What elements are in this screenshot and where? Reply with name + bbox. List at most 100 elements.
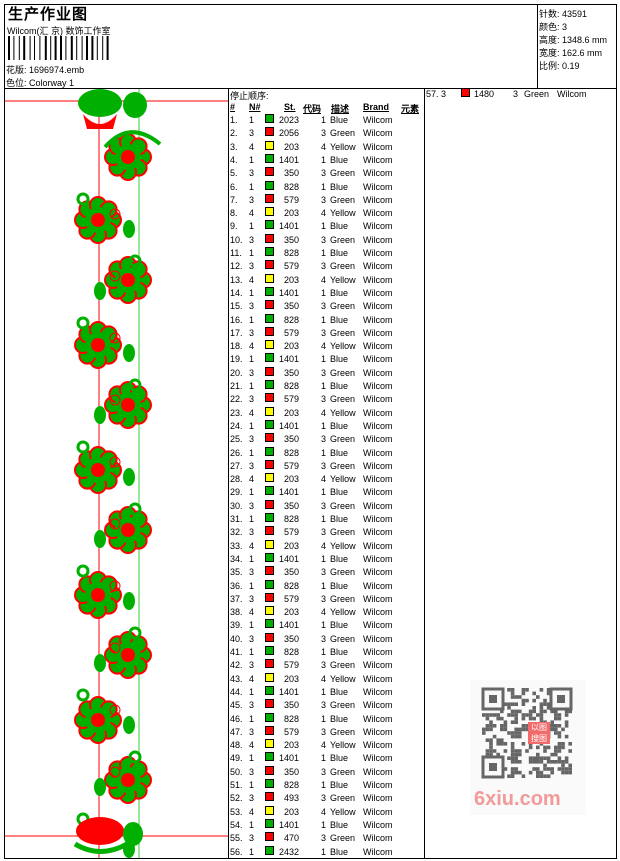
color-swatch (265, 180, 274, 190)
row-index: 35. (230, 567, 243, 578)
barcode-bar (18, 36, 20, 60)
row-brand: Wilcom (363, 593, 393, 604)
row-description: Blue (330, 248, 349, 258)
flower-motif (74, 696, 122, 744)
color-swatch (265, 247, 274, 256)
row-brand: Wilcom (363, 434, 393, 445)
watermark-text: 6xiu.com (474, 788, 561, 810)
flower-motif (74, 196, 122, 244)
table-row: 46. 1 828 1 Blue Wilcom (229, 712, 424, 726)
row-needle: 1 (249, 647, 255, 657)
table-row: 11. 1 828 1 Blue Wilcom (229, 247, 424, 260)
barcode-bar (23, 36, 26, 60)
row-needle: 4 (249, 474, 255, 485)
color-swatch (265, 513, 274, 522)
row-stitches: 203 (283, 274, 299, 285)
row-description: Green (330, 567, 356, 578)
row-stitches: 579 (283, 726, 299, 737)
color-swatch (265, 419, 274, 429)
row-brand: Wilcom (363, 540, 393, 551)
stop-sequence-caption: 停止顺序: (230, 91, 269, 101)
row-needle: 1 (249, 115, 255, 125)
barcode-bar (8, 36, 10, 60)
row-index: 54. (230, 819, 243, 830)
row-code: 3 (320, 434, 326, 445)
row-needle: 4 (249, 673, 255, 684)
row-needle: 4 (249, 274, 255, 285)
row-stitches: 828 (283, 713, 299, 724)
table-row: 14. 1 1401 1 Blue Wilcom (229, 286, 424, 300)
table-row: 49. 1 1401 1 Blue Wilcom (229, 752, 424, 765)
flower-motif (104, 133, 152, 181)
row-stitches: 470 (283, 833, 299, 844)
row-description: Yellow (330, 474, 356, 485)
row-description: Yellow (330, 740, 356, 751)
row-stitches: 1401 (278, 287, 299, 298)
row-brand: Wilcom (363, 567, 393, 578)
row-needle: 3 (249, 234, 255, 245)
table-row: 4. 1 1401 1 Blue Wilcom (229, 153, 424, 167)
color-swatch (265, 818, 274, 828)
row-brand: Wilcom (363, 726, 393, 737)
row-description: Green (330, 660, 356, 671)
row-code: 1 (320, 420, 326, 431)
row-needle: 3 (249, 261, 255, 272)
info-height: 高度: 1348.6 mm (539, 35, 608, 45)
row-brand: Wilcom (363, 115, 393, 125)
row-index: 49. (230, 753, 243, 764)
col-header-index: # (230, 102, 236, 112)
table-row: 32. 3 579 3 Green Wilcom (229, 526, 424, 539)
row-stitches: 579 (283, 261, 299, 272)
row-brand: Wilcom (363, 208, 393, 219)
row-stitches: 2056 (278, 128, 299, 139)
row-description: Yellow (330, 540, 356, 551)
color-swatch (265, 273, 274, 283)
row-description: Yellow (330, 806, 356, 817)
table-row: 55. 3 470 3 Green Wilcom (229, 832, 424, 845)
table-row: 41. 1 828 1 Blue Wilcom (229, 646, 424, 659)
barcode (8, 36, 109, 60)
row-brand: Wilcom (363, 341, 393, 352)
row-needle: 3 (249, 394, 255, 405)
row-brand: Wilcom (363, 607, 393, 618)
row-code: 4 (320, 274, 326, 285)
row-stitches: 1401 (278, 354, 299, 365)
row-description: Green (330, 833, 356, 844)
table-row: 24. 1 1401 1 Blue Wilcom (229, 419, 424, 433)
row-index: 43. (230, 673, 243, 684)
row-stitches: 828 (283, 381, 299, 391)
row-stitches: 2432 (278, 846, 299, 857)
row-brand: Wilcom (363, 620, 393, 631)
bottom-ornament (73, 817, 143, 854)
row-index: 41. (230, 647, 243, 657)
row-index: 48. (230, 740, 243, 751)
row-code: 1 (320, 753, 326, 764)
row-description: Green (330, 327, 356, 338)
table-divider (424, 88, 425, 859)
color-swatch (265, 659, 274, 669)
row-description: Blue (330, 181, 349, 192)
color-swatch (265, 393, 274, 403)
table-row: 53. 4 203 4 Yellow Wilcom (229, 805, 424, 819)
color-swatch (265, 433, 274, 443)
table-row: 31. 1 828 1 Blue Wilcom (229, 513, 424, 526)
row-code: 4 (320, 341, 326, 352)
row-index: 33. (230, 540, 243, 551)
color-swatch (265, 233, 274, 243)
row-description: Green (330, 394, 356, 405)
color-swatch (265, 672, 274, 682)
color-swatch (265, 153, 274, 163)
row-needle: 3 (249, 367, 255, 378)
row-description: Green (330, 460, 356, 471)
row-needle: 3 (249, 726, 255, 737)
row-code: 1 (320, 181, 326, 192)
row-stitches: 350 (283, 168, 299, 179)
row-description: Blue (330, 221, 349, 232)
row-description: Yellow (330, 141, 356, 152)
row-description: Green (330, 261, 356, 272)
row-index: 13. (230, 274, 243, 285)
color-swatch (265, 193, 274, 203)
row-needle: 1 (249, 381, 255, 391)
row-index: 17. (230, 327, 243, 338)
row-needle: 4 (249, 208, 255, 219)
